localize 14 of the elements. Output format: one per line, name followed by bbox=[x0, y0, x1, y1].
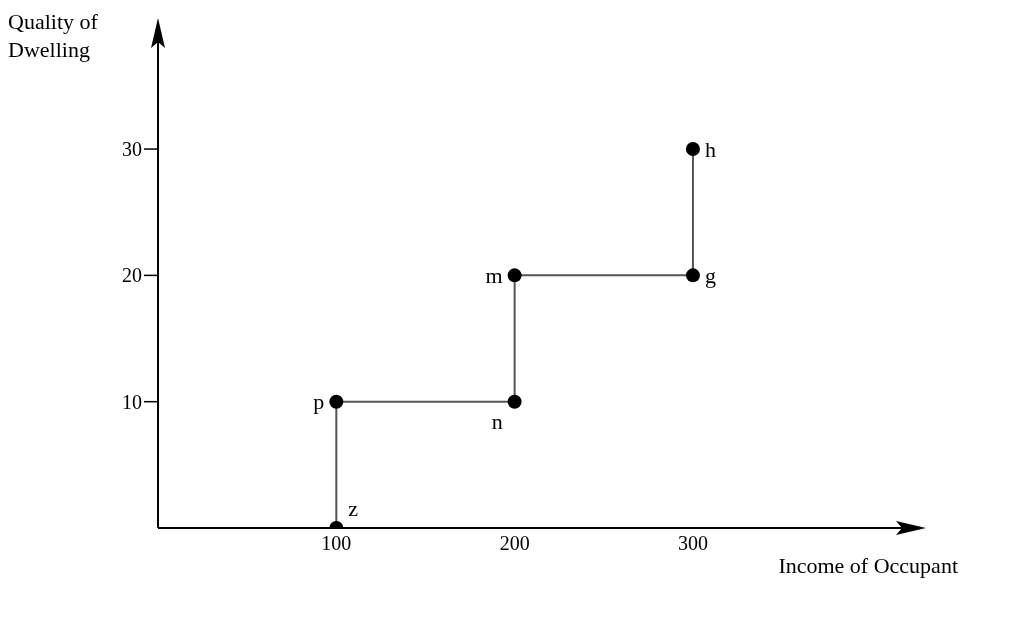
x-tick-label: 100 bbox=[321, 532, 352, 555]
x-tick-label: 200 bbox=[499, 532, 530, 555]
x-axis-title: Income of Occupant bbox=[778, 553, 958, 578]
annotation: h bbox=[704, 136, 716, 162]
y-axis-title: Quality of Dwelling bbox=[8, 8, 99, 64]
annotation: m bbox=[485, 263, 503, 289]
y-tick-label: 30 bbox=[122, 138, 142, 161]
annotation: z bbox=[348, 496, 359, 521]
y-tick-label: 20 bbox=[122, 264, 142, 287]
y-tick-label: 10 bbox=[122, 390, 142, 413]
annotation: p bbox=[313, 389, 325, 415]
x-tick-label: 300 bbox=[677, 532, 708, 555]
annotation: n bbox=[491, 409, 503, 435]
annotation: g bbox=[704, 263, 716, 289]
